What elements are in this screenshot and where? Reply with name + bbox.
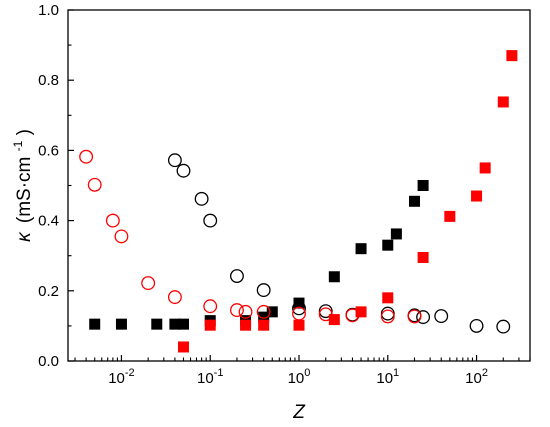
- data-point-square: [293, 297, 305, 309]
- data-point-circle: [380, 309, 395, 324]
- data-point-square: [293, 319, 305, 331]
- y-tick-label: 0.4: [38, 213, 59, 230]
- data-point-circle: [114, 229, 129, 244]
- y-tick-label: 0.8: [38, 72, 59, 89]
- data-point-circle: [416, 310, 431, 325]
- data-point-circle: [496, 319, 511, 334]
- data-point-circle: [407, 309, 422, 324]
- data-point-circle: [87, 177, 102, 192]
- data-point-square: [115, 318, 127, 330]
- y-tick-label: 0.0: [38, 353, 59, 370]
- data-point-square: [178, 318, 189, 330]
- data-point-square: [178, 341, 189, 353]
- data-point-square: [409, 195, 420, 207]
- data-point-circle: [292, 301, 306, 316]
- data-point-square: [390, 228, 402, 240]
- y-axis-unit-close: ): [14, 129, 35, 135]
- x-axis: 10-2 10-1 100 101 102: [74, 355, 531, 387]
- data-point-circle: [238, 304, 253, 319]
- data-point-square: [328, 271, 340, 283]
- data-point-square: [382, 239, 394, 251]
- data-point-square: [479, 162, 491, 174]
- data-point-square: [444, 210, 456, 222]
- data-point-circle: [79, 149, 94, 164]
- data-point-circle: [469, 318, 484, 333]
- data-point-circle: [203, 213, 218, 228]
- data-point-circle: [176, 163, 191, 178]
- data-point-circle: [292, 306, 306, 321]
- data-point-square: [355, 306, 367, 318]
- x-tick-label: 101: [376, 367, 399, 387]
- x-tick-label: 102: [465, 367, 488, 387]
- data-point-circle: [345, 308, 360, 323]
- y-axis: 0.0 0.2 0.4 0.6 0.8 1.0: [38, 2, 74, 370]
- y-tick-label: 0.2: [38, 283, 59, 300]
- data-point-square: [258, 311, 270, 323]
- data-point-circle: [167, 153, 182, 168]
- data-point-circle: [105, 213, 120, 228]
- data-point-square: [382, 292, 394, 304]
- data-point-circle: [203, 299, 218, 314]
- data-point-circle: [318, 307, 333, 322]
- data-point-square: [258, 319, 270, 331]
- data-point-square: [204, 319, 216, 331]
- data-point-square: [240, 319, 252, 331]
- data-point-square: [417, 251, 429, 263]
- data-point-square: [328, 314, 340, 326]
- x-tick-label: 100: [288, 367, 311, 387]
- data-point-circle: [434, 309, 449, 324]
- data-point-square: [506, 50, 518, 62]
- data-point-circle: [141, 276, 156, 291]
- data-point-circle: [194, 191, 209, 206]
- data-point-square: [89, 318, 101, 330]
- data-point-circle: [256, 283, 271, 298]
- data-point-square: [417, 180, 429, 191]
- data-point-circle: [318, 304, 333, 319]
- data-point-circle: [229, 303, 244, 318]
- data-point-square: [169, 318, 181, 330]
- x-tick-label: 10-2: [108, 367, 134, 387]
- y-axis-unit: (mS·cm: [14, 157, 35, 223]
- data-point-circle: [229, 269, 244, 284]
- y-tick-label: 0.6: [38, 142, 59, 159]
- y-axis-symbol: κ: [14, 231, 35, 242]
- x-axis-title: Z: [292, 402, 306, 423]
- data-point-square: [471, 190, 483, 202]
- chart-marks: [79, 50, 518, 353]
- data-point-circle: [380, 306, 395, 321]
- data-point-square: [266, 306, 278, 318]
- y-tick-label: 1.0: [38, 2, 59, 19]
- data-point-circle: [256, 304, 271, 319]
- y-axis-title: κ (mS·cm -1 ): [6, 129, 35, 242]
- y-axis-unit-exponent: -1: [11, 140, 25, 151]
- data-point-square: [497, 96, 509, 108]
- data-point-circle: [167, 290, 182, 305]
- data-point-circle: [407, 308, 422, 323]
- data-point-square: [151, 318, 163, 330]
- x-tick-label: 10-1: [197, 367, 223, 387]
- data-point-square: [355, 243, 367, 255]
